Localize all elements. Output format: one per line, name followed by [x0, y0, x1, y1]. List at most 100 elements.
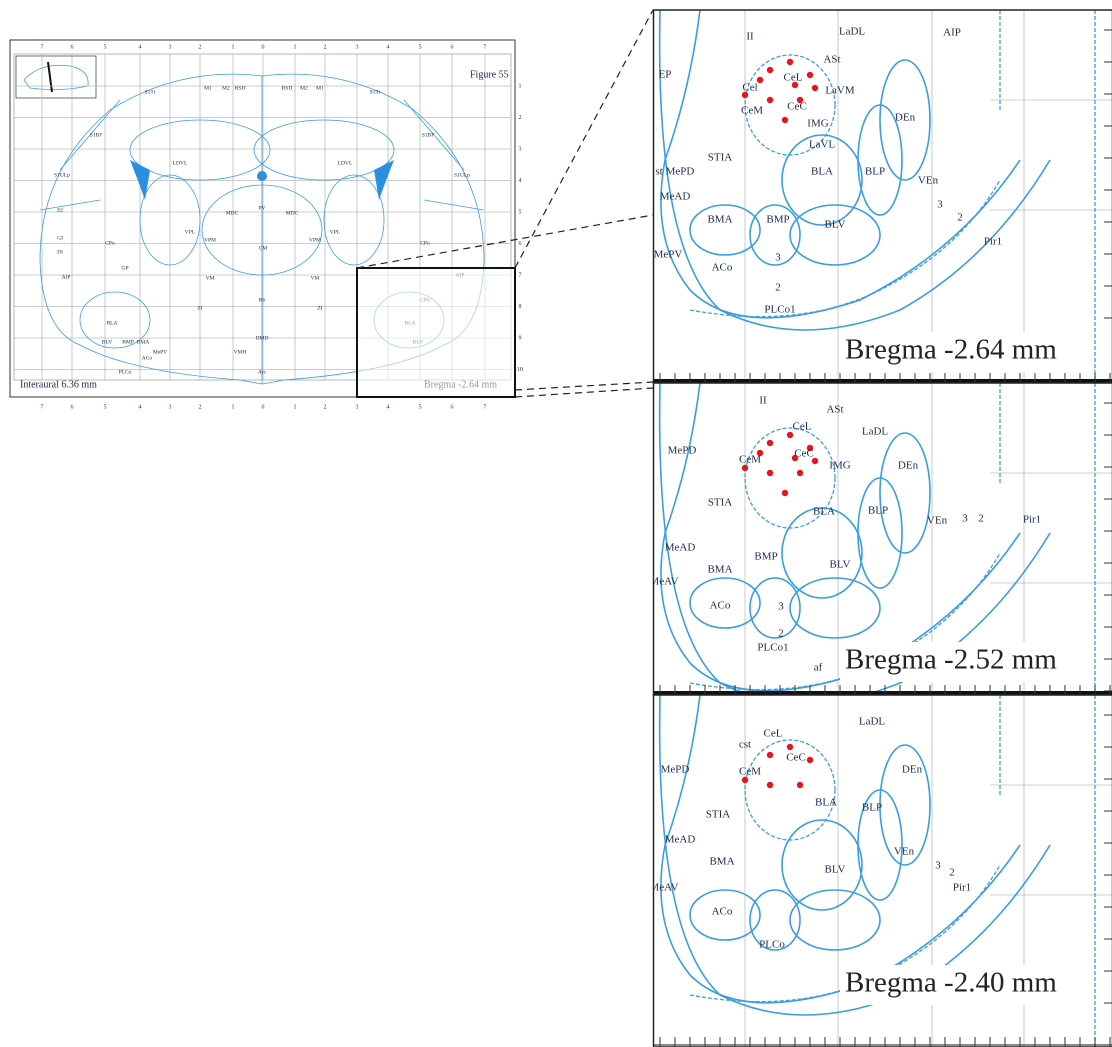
zoom-connectors — [356, 9, 654, 398]
region-label: STIA — [708, 497, 733, 509]
region-label: BLA — [107, 320, 118, 326]
amygdala-nucleus — [689, 889, 761, 941]
region-label: BMP — [766, 214, 789, 226]
region-label: cst — [739, 739, 751, 751]
region-label: 2 — [957, 212, 963, 224]
outline — [658, 383, 1051, 695]
region-label: BLA — [811, 166, 833, 178]
x-axis-label: 2 — [199, 44, 202, 50]
region-label: BMA — [707, 564, 732, 576]
region-label: DEn — [898, 460, 919, 472]
amygdala-nucleus — [781, 507, 863, 599]
region-label: GI — [57, 235, 63, 241]
region-label: ACo — [712, 906, 733, 918]
y-axis-label: 5 — [519, 209, 522, 215]
x-axis-label: 3 — [356, 404, 359, 410]
region-label: DMD — [256, 335, 269, 341]
x-axis-label: 7 — [41, 404, 44, 410]
panel-content: LaDL CeL cst CeC MePD CeM DEn STIA BLA BLP VEn MeAD… — [653, 695, 1112, 1047]
x-axis-label: 5 — [419, 404, 422, 410]
injection-site — [766, 439, 774, 447]
x-axis-label: 7 — [484, 44, 487, 50]
region-label: MePD — [661, 764, 690, 776]
region-label: BMA — [137, 339, 150, 345]
injection-site — [786, 58, 794, 66]
y-axis-label: 3 — [519, 146, 522, 152]
amygdala-nucleus — [749, 204, 801, 266]
x-axis-label: 3 — [169, 44, 172, 50]
injection-site — [806, 71, 814, 79]
region-label: CPu — [420, 297, 430, 303]
region-label: ACo — [710, 600, 731, 612]
region-label: GP — [121, 265, 128, 271]
outline — [660, 695, 1021, 1004]
injection-site — [811, 457, 819, 465]
y-axis-label: 1 — [519, 83, 522, 89]
injection-site — [741, 91, 749, 99]
amygdala-nucleus — [789, 204, 881, 266]
region-label: VEn — [927, 515, 948, 527]
region-label: DEn — [895, 112, 916, 124]
panel-content: II ASt LaDL CeL MePD CeM CeC IMG DEn STIA BLA BLP VE… — [653, 383, 1112, 695]
region-label: MePV — [654, 249, 683, 261]
bregma-label: Bregma -2.40 mm — [845, 967, 1057, 999]
region-label: BLV — [102, 339, 113, 345]
interaural-label: Interaural 6.36 mm — [20, 379, 97, 390]
x-axis-label: 6 — [451, 404, 454, 410]
region-label: CeL — [793, 421, 812, 433]
region-label: Pir1 — [984, 236, 1002, 248]
cortex-layer — [689, 179, 1001, 318]
amygdala-nucleus — [689, 577, 761, 629]
amygdala-nucleus — [879, 744, 931, 866]
injection-site — [796, 96, 804, 104]
region-label: S1ULp — [454, 172, 470, 178]
amygdala-nucleus — [689, 204, 761, 256]
y-axis-label: 2 — [519, 115, 522, 121]
y-axis-label: 9 — [519, 335, 522, 341]
x-axis-label: 1 — [294, 44, 297, 50]
x-axis-label: 0 — [262, 44, 265, 50]
region-label: 3 — [778, 601, 784, 613]
sagittal-inset — [15, 55, 97, 99]
bregma-label: Bregma -2.52 mm — [845, 644, 1057, 676]
overview-bregma: Bregma -2.64 mm — [424, 379, 497, 390]
x-axis-label: 3 — [356, 44, 359, 50]
x-axis-label: 7 — [41, 44, 44, 50]
region-label: PLCo — [119, 369, 132, 375]
coronal-section — [39, 73, 485, 385]
bregma-bg — [840, 965, 1092, 1005]
injection-site — [796, 781, 804, 789]
region-label: ACo — [712, 262, 733, 274]
injection-site — [741, 464, 749, 472]
outline — [660, 10, 1021, 319]
x-axis-label: 0 — [262, 404, 265, 410]
amygdala-nucleus — [781, 134, 863, 226]
region-label: 3 — [937, 199, 943, 211]
x-axis-label: 2 — [324, 44, 327, 50]
region-label: 3 — [962, 513, 968, 525]
region-label: BLV — [413, 339, 424, 345]
cortex-layer — [999, 383, 1096, 695]
region-label: VPL — [330, 229, 341, 235]
region-label: Rh — [259, 297, 266, 303]
injection-site — [766, 751, 774, 759]
region-label: LaDL — [862, 426, 889, 438]
outline — [658, 695, 1051, 1016]
region-label: S1BF — [422, 132, 435, 138]
x-axis-label: 4 — [139, 404, 142, 410]
region-label: AIP — [943, 27, 961, 39]
region-label: VM — [206, 275, 215, 281]
region-label: MDC — [286, 210, 299, 216]
region-label: BLA — [815, 797, 837, 809]
region-label: BMP — [754, 551, 777, 563]
region-label: MeAD — [660, 191, 691, 203]
region-label: BLA — [405, 320, 416, 326]
region-label: 3 — [935, 860, 941, 872]
region-label: 2 — [978, 513, 984, 525]
region-label: ZI — [317, 305, 322, 311]
region-label: Pir1 — [1023, 514, 1041, 526]
amygdala-nucleus — [879, 59, 931, 181]
region-label: BLA — [813, 506, 835, 518]
